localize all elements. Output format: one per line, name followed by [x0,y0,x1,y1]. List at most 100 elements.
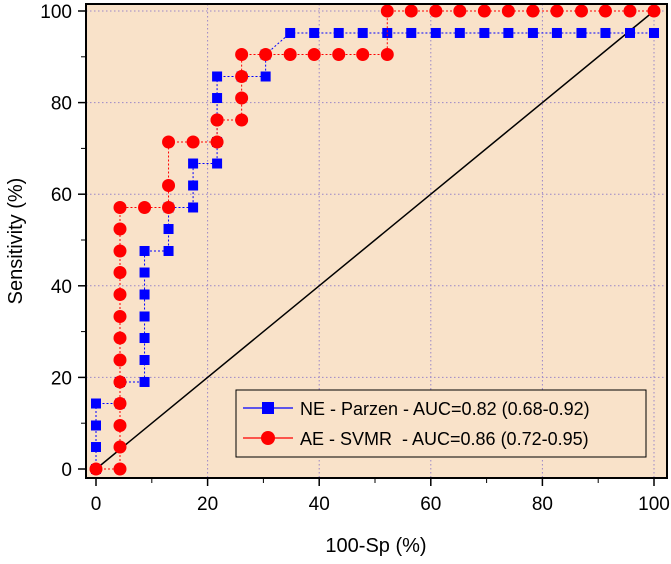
data-point [406,27,417,38]
data-point [235,48,249,62]
data-point [625,27,636,38]
reference-diagonal-line [95,10,655,470]
x-axis-ticks: 0 20 40 60 80 100 [91,478,670,515]
data-point [113,375,127,389]
data-point [503,27,514,38]
data-point [429,4,443,18]
y-tick-label: 20 [51,368,72,389]
data-point [188,158,199,169]
legend: NE - Parzen - AUC=0.82 (0.68-0.92) AE - … [235,389,647,458]
data-point [550,4,564,18]
data-point [139,376,150,387]
data-point [188,202,199,213]
data-point [113,418,127,432]
data-point [332,48,346,62]
data-point [235,113,249,127]
data-point [210,113,224,127]
data-point [139,354,150,365]
data-point [91,398,101,409]
data-point [113,266,127,280]
data-point [113,309,127,323]
data-point [162,178,176,192]
data-point [649,27,659,38]
data-point [235,69,249,83]
data-point [600,27,611,38]
x-tick-label: 100 [638,494,670,515]
data-point [356,48,370,62]
data-point [139,267,150,278]
data-point [89,462,103,476]
data-point [526,4,540,18]
data-point [91,442,101,453]
data-point [382,27,393,38]
x-tick-label: 60 [420,494,441,515]
data-point [380,4,394,18]
y-tick-label: 40 [51,277,72,298]
data-point [235,91,249,105]
data-point [163,245,174,256]
data-point [527,27,538,38]
legend-marker-circle [261,431,275,445]
series-layer [89,4,661,476]
x-axis-title: 100-Sp (%) [325,535,426,557]
data-point [551,27,562,38]
data-point [162,200,176,214]
data-point [576,27,587,38]
data-point [162,135,176,149]
data-point [188,180,199,191]
data-point [357,27,368,38]
series-2 [89,4,661,476]
data-point [139,245,150,256]
legend-marker-square [262,402,274,414]
data-point [212,158,223,169]
data-point [138,200,152,214]
y-tick-label: 80 [51,94,72,115]
y-tick-label: 100 [40,2,72,23]
data-point [598,4,612,18]
data-point [113,222,127,236]
data-point [479,27,490,38]
data-point [623,4,637,18]
data-point [453,4,467,18]
data-point [380,48,394,62]
x-tick-label: 0 [91,494,102,515]
data-point [113,462,127,476]
legend-label-ae-svmr: AE - SVMR - AUC=0.86 (0.72-0.95) [300,429,589,449]
data-point [212,93,223,104]
data-point [574,4,588,18]
legend-box [235,389,647,458]
data-point [212,71,223,82]
data-point [333,27,344,38]
data-point [260,71,271,82]
y-axis-ticks: 0 20 40 60 80 100 [40,2,86,481]
data-point [139,333,150,344]
x-tick-label: 80 [532,494,553,515]
data-point [404,4,418,18]
data-point [113,353,127,367]
data-point [113,331,127,345]
grid-lines [86,4,667,478]
data-point [501,4,515,18]
data-point [186,135,200,149]
data-point [139,289,150,300]
x-tick-label: 40 [309,494,330,515]
y-axis-title: Sensitivity (%) [5,178,27,305]
data-point [477,4,491,18]
y-tick-label: 60 [51,185,72,206]
data-point [113,244,127,258]
data-point [285,27,296,38]
data-point [210,135,224,149]
data-point [113,440,127,454]
data-point [163,224,174,235]
data-point [113,397,127,411]
data-point [139,311,150,322]
x-tick-label: 20 [197,494,218,515]
plot-frame [85,3,668,479]
data-point [454,27,465,38]
data-point [307,48,321,62]
data-point [113,200,127,214]
data-point [91,420,101,431]
data-point [309,27,320,38]
legend-label-ne-parzen: NE - Parzen - AUC=0.82 (0.68-0.92) [300,399,590,419]
